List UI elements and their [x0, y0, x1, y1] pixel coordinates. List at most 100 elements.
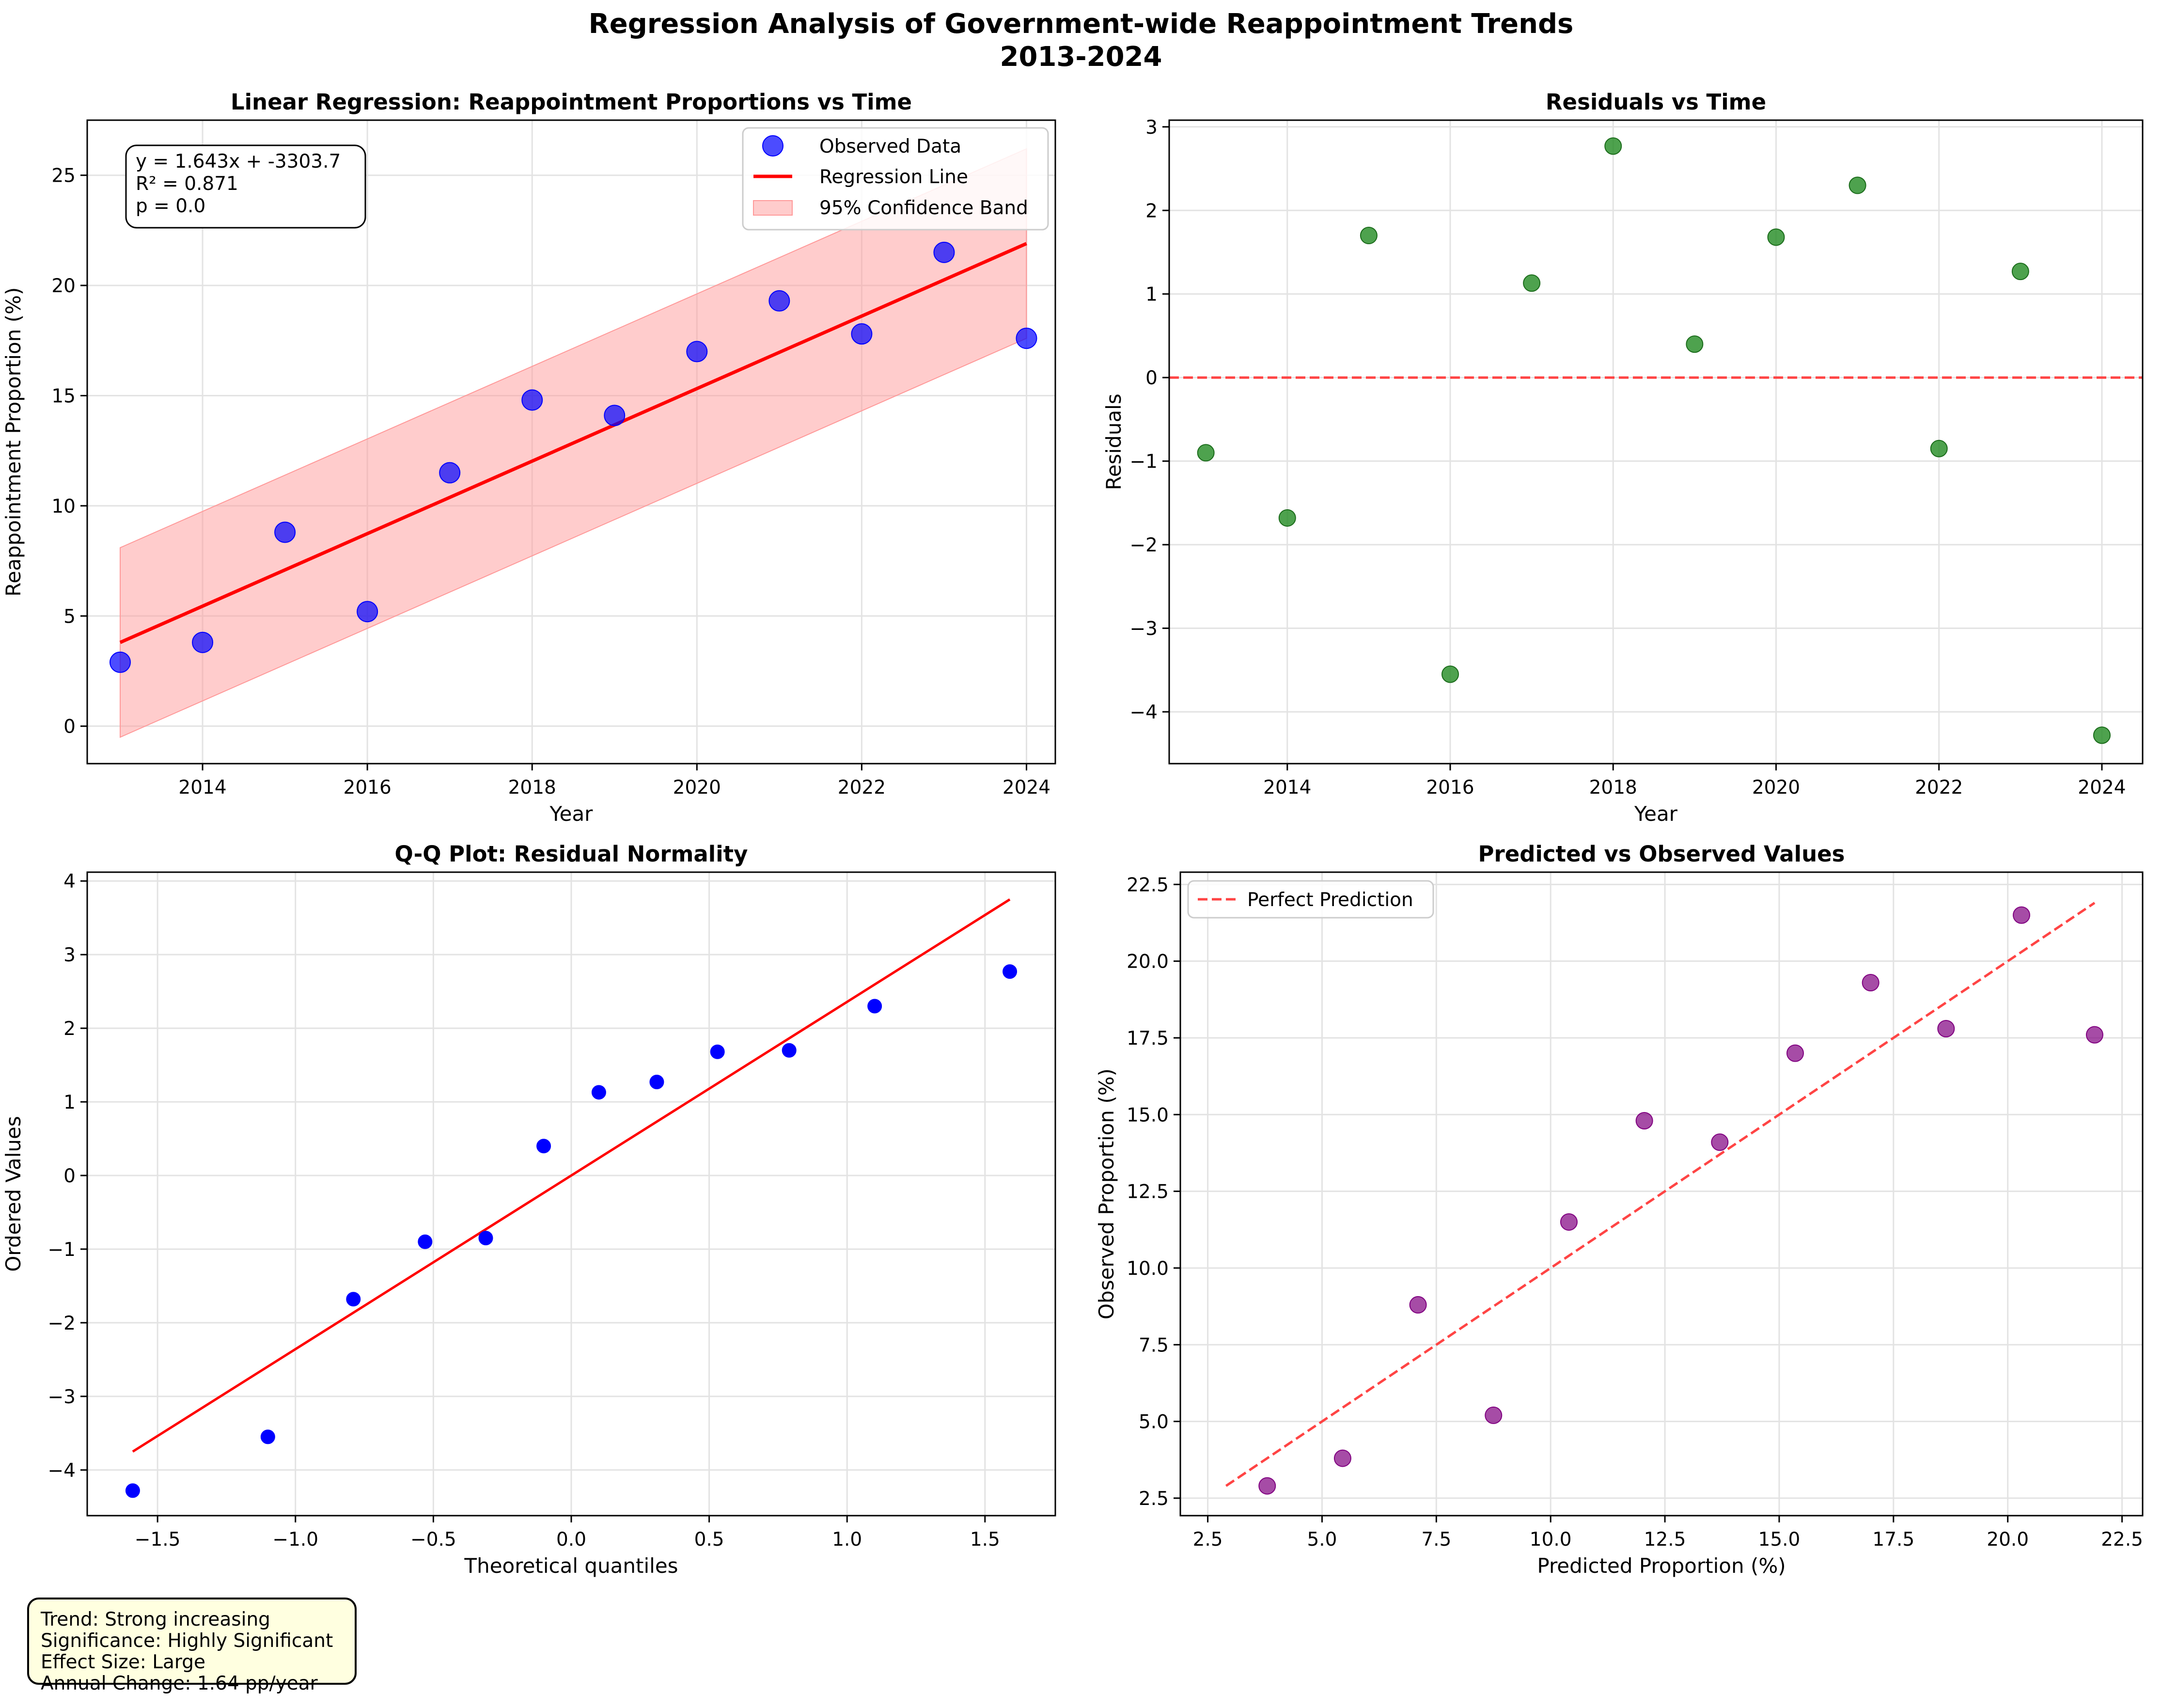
data-point: [357, 601, 378, 623]
data-point: [1686, 335, 1704, 353]
y-tick-label: 20.0: [1127, 951, 1169, 973]
figure-title-line-2: 2013-2024: [1000, 41, 1162, 73]
x-tick-label: 5.0: [1307, 1529, 1337, 1551]
x-tick-label: 1.0: [832, 1529, 862, 1551]
data-point: [1360, 227, 1378, 245]
x-tick-label: 2022: [838, 777, 886, 799]
x-tick-label: −1.0: [272, 1529, 318, 1551]
y-tick-label: 2.5: [1139, 1488, 1169, 1510]
data-point: [418, 1234, 433, 1249]
y-tick-label: 15.0: [1127, 1104, 1169, 1126]
y-tick-label: 1: [1145, 284, 1158, 306]
y-tick-label: 7.5: [1139, 1334, 1169, 1356]
data-point: [1258, 1477, 1276, 1495]
data-point: [1635, 1112, 1653, 1129]
x-axis-label: Predicted Proportion (%): [1537, 1554, 1786, 1578]
y-tick-label: 5.0: [1139, 1411, 1169, 1433]
x-tick-label: −1.5: [135, 1529, 181, 1551]
data-point: [1604, 137, 1622, 155]
panel-residuals: 2014 2016 2018 2020 2022 2024 −4 −3 −2 −1 0 1 2 3 Resi…: [1102, 89, 2144, 826]
summary-significance: Significance: Highly Significant: [41, 1630, 333, 1652]
panel-title: Residuals vs Time: [1546, 89, 1766, 115]
legend-marker-band: [753, 200, 793, 216]
y-tick-label: −1: [1130, 451, 1158, 473]
data-point: [1849, 176, 1866, 194]
x-tick-label: 22.5: [2101, 1529, 2143, 1551]
data-point: [782, 1043, 797, 1058]
y-axis-label: Reappointment Proportion (%): [1, 287, 25, 597]
data-point: [1003, 964, 1018, 979]
legend-label-perfect-prediction: Perfect Prediction: [1247, 889, 1413, 911]
x-tick-label: 2014: [178, 777, 226, 799]
panel-regression: 2014 2016 2018 2020 2022 2024 0 5 10 15 20 25 Linear…: [1, 89, 1056, 826]
x-tick-label: 2024: [2078, 777, 2126, 799]
data-point: [1937, 1019, 1955, 1037]
data-point: [1197, 444, 1215, 462]
data-point: [521, 389, 543, 411]
data-point: [649, 1075, 664, 1090]
data-point: [1862, 973, 1880, 991]
y-tick-label: 22.5: [1127, 874, 1169, 896]
summary-annual-change: Annual Change: 1.64 pp/year: [41, 1673, 318, 1694]
y-tick-label: −2: [48, 1313, 76, 1334]
data-point: [110, 651, 131, 673]
data-point: [851, 323, 873, 345]
y-axis-label: Ordered Values: [1, 1116, 25, 1272]
axes-frame: [1168, 119, 2144, 765]
data-point: [2085, 1026, 2103, 1044]
data-point: [1333, 1449, 1351, 1467]
y-tick-label: 2: [63, 1018, 76, 1040]
x-tick-label: 0.0: [556, 1529, 586, 1551]
panel-title: Predicted vs Observed Values: [1478, 841, 1845, 867]
y-tick-label: −2: [1130, 534, 1158, 556]
y-tick-label: −3: [1130, 618, 1158, 640]
y-tick-label: 0: [63, 1165, 76, 1187]
x-tick-label: 7.5: [1421, 1529, 1451, 1551]
data-point: [1278, 509, 1296, 527]
y-tick-label: −4: [48, 1460, 76, 1482]
data-point: [1441, 665, 1459, 683]
x-tick-label: 1.5: [970, 1529, 1000, 1551]
x-axis-label: Year: [549, 802, 594, 826]
data-point: [274, 521, 296, 543]
data-point: [1560, 1213, 1578, 1231]
data-point: [1930, 439, 1948, 457]
legend-marker-observed: [762, 135, 783, 157]
y-axis-label: Observed Proportion (%): [1095, 1068, 1118, 1319]
legend-box: [1187, 880, 1434, 919]
y-tick-label: 20: [51, 275, 76, 297]
data-point: [933, 241, 955, 263]
data-point: [710, 1044, 725, 1059]
y-tick-label: −3: [48, 1386, 76, 1408]
data-point: [1409, 1296, 1427, 1314]
data-point: [1786, 1044, 1804, 1062]
data-point: [1711, 1133, 1729, 1151]
x-tick-label: 2016: [1426, 777, 1474, 799]
panel-qq: −1.5 −1.0 −0.5 0.0 0.5 1.0 1.5 −4 −3 −2 −1 0 1 2 3 4 Q-Q…: [1, 841, 1056, 1578]
y-tick-label: 0: [1145, 367, 1158, 389]
panel-title: Linear Regression: Reappointment Proport…: [231, 89, 912, 115]
data-point: [1485, 1406, 1503, 1424]
data-point: [604, 405, 626, 426]
legend-box: [742, 127, 1049, 231]
x-tick-label: 10.0: [1530, 1529, 1572, 1551]
x-tick-label: 2020: [1752, 777, 1800, 799]
figure-title-line-1: Regression Analysis of Government-wide R…: [589, 8, 1574, 40]
x-tick-label: 17.5: [1872, 1529, 1914, 1551]
equation-annotation-box: [125, 144, 366, 229]
y-tick-label: 4: [63, 871, 76, 893]
x-tick-label: 2024: [1003, 777, 1050, 799]
data-point: [125, 1483, 140, 1498]
y-tick-label: 12.5: [1127, 1181, 1169, 1203]
y-tick-label: 15: [51, 385, 76, 407]
x-tick-label: 2022: [1915, 777, 1963, 799]
x-tick-label: 20.0: [1987, 1529, 2029, 1551]
panel-predicted: 2.5 5.0 7.5 10.0 12.5 15.0 17.5 20.0 22.5 2.5 5.0 7…: [1095, 841, 2144, 1578]
y-tick-label: 3: [63, 944, 76, 966]
x-tick-label: 2018: [1589, 777, 1637, 799]
summary-trend: Trend: Strong increasing: [41, 1609, 270, 1630]
x-tick-label: 2016: [344, 777, 392, 799]
y-tick-label: 5: [63, 606, 76, 627]
data-point: [867, 999, 882, 1014]
x-tick-label: 2020: [673, 777, 721, 799]
